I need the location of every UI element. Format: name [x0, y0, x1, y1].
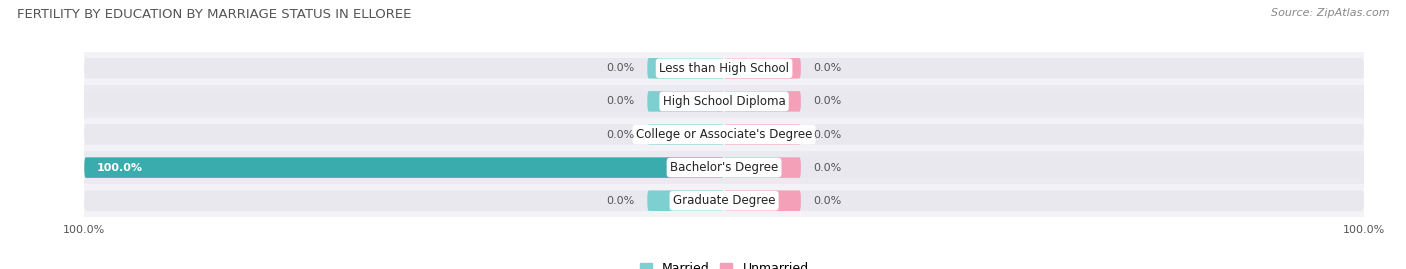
FancyBboxPatch shape	[724, 58, 801, 79]
FancyBboxPatch shape	[724, 190, 801, 211]
FancyBboxPatch shape	[647, 58, 724, 79]
Text: 0.0%: 0.0%	[606, 96, 634, 107]
Text: 0.0%: 0.0%	[814, 63, 842, 73]
Text: Source: ZipAtlas.com: Source: ZipAtlas.com	[1271, 8, 1389, 18]
Text: College or Associate's Degree: College or Associate's Degree	[636, 128, 813, 141]
FancyBboxPatch shape	[84, 190, 1364, 211]
Text: 0.0%: 0.0%	[814, 196, 842, 206]
Text: High School Diploma: High School Diploma	[662, 95, 786, 108]
Text: 0.0%: 0.0%	[814, 96, 842, 107]
FancyBboxPatch shape	[647, 190, 724, 211]
FancyBboxPatch shape	[724, 124, 801, 145]
Text: Less than High School: Less than High School	[659, 62, 789, 75]
Text: 0.0%: 0.0%	[814, 129, 842, 140]
Bar	[84, 118, 1364, 151]
FancyBboxPatch shape	[84, 91, 1364, 112]
Text: 0.0%: 0.0%	[606, 129, 634, 140]
Legend: Married, Unmarried: Married, Unmarried	[634, 257, 814, 269]
FancyBboxPatch shape	[84, 157, 1364, 178]
Text: 0.0%: 0.0%	[606, 63, 634, 73]
Text: 100.0%: 100.0%	[97, 162, 143, 173]
FancyBboxPatch shape	[84, 157, 724, 178]
Text: Bachelor's Degree: Bachelor's Degree	[671, 161, 778, 174]
Bar	[84, 85, 1364, 118]
FancyBboxPatch shape	[647, 124, 724, 145]
Bar	[84, 151, 1364, 184]
FancyBboxPatch shape	[724, 91, 801, 112]
Text: FERTILITY BY EDUCATION BY MARRIAGE STATUS IN ELLOREE: FERTILITY BY EDUCATION BY MARRIAGE STATU…	[17, 8, 411, 21]
Bar	[84, 52, 1364, 85]
FancyBboxPatch shape	[647, 91, 724, 112]
Bar	[84, 184, 1364, 217]
FancyBboxPatch shape	[84, 58, 1364, 79]
Text: 0.0%: 0.0%	[606, 196, 634, 206]
FancyBboxPatch shape	[84, 124, 1364, 145]
Text: 0.0%: 0.0%	[814, 162, 842, 173]
FancyBboxPatch shape	[724, 157, 801, 178]
Text: Graduate Degree: Graduate Degree	[673, 194, 775, 207]
